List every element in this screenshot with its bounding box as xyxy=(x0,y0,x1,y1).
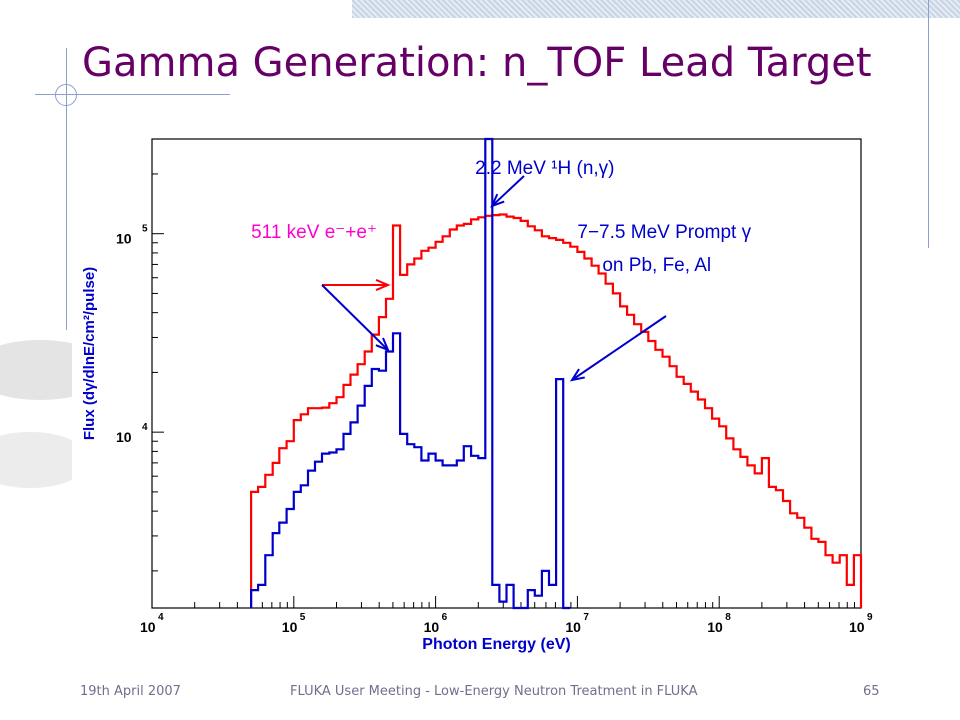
series-line-red xyxy=(250,213,863,608)
series-line-blue xyxy=(250,137,571,610)
x-axis-label: Photon Energy (eV) xyxy=(422,636,570,653)
x-tick-label-exponent: 6 xyxy=(442,612,448,623)
decorative-line xyxy=(928,0,929,248)
x-tick-label: 10 xyxy=(849,619,865,635)
annotation-ann-7a: 7−7.5 MeV Prompt γ xyxy=(577,222,751,243)
x-tick-label: 10 xyxy=(282,619,298,635)
footer-date: 19th April 2007 xyxy=(80,684,181,699)
annotation-ann-7b: on Pb, Fe, Al xyxy=(602,255,711,276)
arrow-511-diagonal-head xyxy=(375,337,390,352)
x-tick-label-exponent: 4 xyxy=(158,612,164,623)
decorative-line xyxy=(66,48,67,330)
slide-title: Gamma Generation: n_TOF Lead Target xyxy=(82,40,872,86)
arrow-511-horizontal-head xyxy=(375,279,391,291)
arrow-7-mev xyxy=(571,315,667,381)
plot-panel xyxy=(72,120,889,662)
annotation-ann-511: 511 keV e⁻+e⁺ xyxy=(251,222,377,243)
x-tick-label-exponent: 8 xyxy=(725,612,731,623)
y-tick-label-exponent: 5 xyxy=(142,224,148,235)
y-axis-label: Flux (dγ/dlnE/cm²/pulse) xyxy=(81,267,98,440)
x-tick-label: 10 xyxy=(707,619,723,635)
x-tick-label: 10 xyxy=(424,619,440,635)
decorative-line xyxy=(35,94,230,95)
arrow-511-diagonal xyxy=(321,284,389,351)
arrow-7-mev-head xyxy=(569,368,585,382)
arrow-2-2-mev xyxy=(491,175,525,207)
x-tick-label-exponent: 9 xyxy=(867,612,873,623)
y-tick-label-exponent: 4 xyxy=(142,422,148,433)
y-tick-label: 10 xyxy=(116,429,132,445)
x-tick-label-exponent: 7 xyxy=(583,612,589,623)
x-tick-label: 10 xyxy=(140,619,156,635)
footer-title: FLUKA User Meeting - Low-Energy Neutron … xyxy=(290,684,698,699)
series-layer xyxy=(250,137,863,610)
y-tick-label: 10 xyxy=(116,231,132,247)
x-tick-label-exponent: 5 xyxy=(300,612,306,623)
annotation-ann-22: 2.2 MeV ¹H (n,γ) xyxy=(475,158,614,179)
decorative-circle xyxy=(55,84,77,106)
arrow-2-2-mev-head xyxy=(490,193,505,208)
decorative-band xyxy=(352,0,960,18)
page-number: 65 xyxy=(863,684,880,699)
x-tick-label: 10 xyxy=(565,619,581,635)
annotation-layer: 511 keV e⁻+e⁺ 2.2 MeV ¹H (n,γ) 7−7.5 MeV P… xyxy=(251,158,752,382)
plot-frame xyxy=(151,138,862,609)
